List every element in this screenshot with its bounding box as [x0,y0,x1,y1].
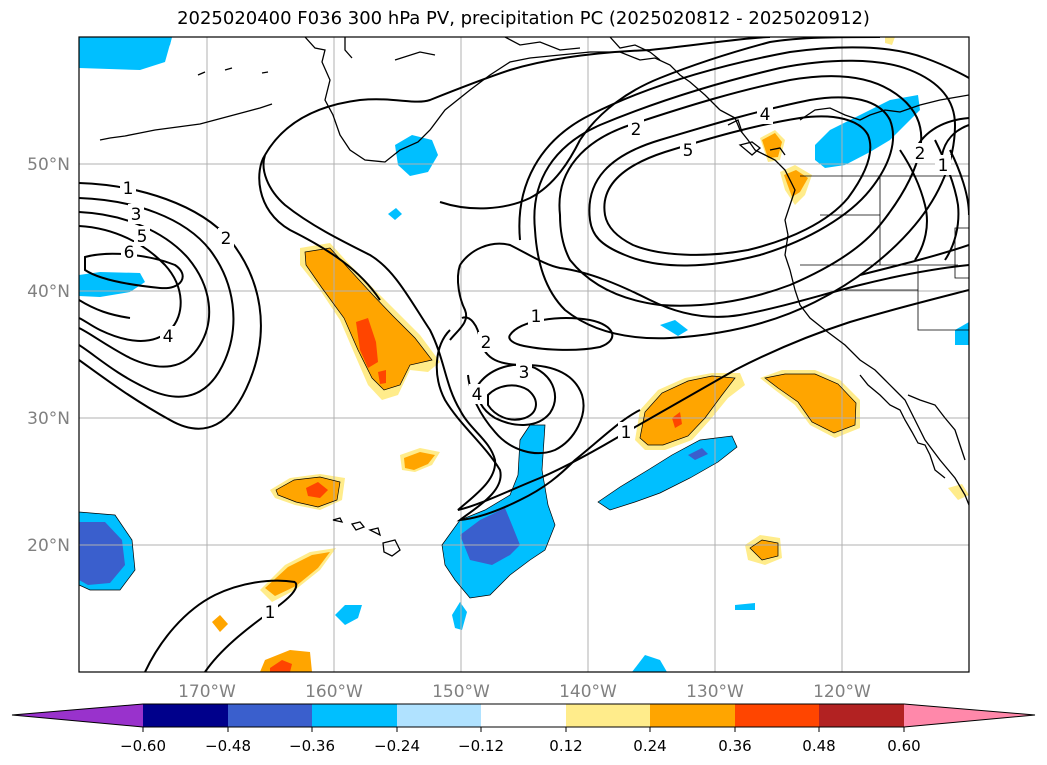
contour-label: 1 [938,156,949,176]
political-borders [800,175,969,331]
lon-label-170w: 170°W [178,682,236,702]
contour-label: 5 [137,227,148,247]
latitude-labels: 20°N 30°N 40°N 50°N [27,155,70,556]
coastlines [99,37,969,557]
colorbar-tick-label: −0.48 [205,737,251,755]
contour-label: 6 [124,243,135,263]
contour-label: 1 [621,423,632,443]
lon-label-140w: 140°W [559,682,617,702]
colorbar-segment [397,704,481,727]
colorbar-segment [819,704,904,727]
contour-label: 1 [531,307,542,327]
colorbar-tick-label: 0.12 [549,737,582,755]
contour-label: 4 [163,327,174,347]
lon-label-120w: 120°W [813,682,871,702]
contour-label: 5 [683,141,694,161]
contour-label: 4 [760,105,771,125]
contour-label-group: 1 3 5 6 2 4 1 2 3 4 2 5 4 2 [120,104,951,623]
contour-label: 4 [472,385,483,405]
colorbar-tick-label: 0.24 [633,737,666,755]
contour-label: 1 [123,179,134,199]
colorbar-segment [228,704,312,727]
colorbar-segment [312,704,397,727]
colorbar-tick-label: 0.48 [802,737,835,755]
colorbar-segment [566,704,650,727]
gridlines [79,37,969,672]
colorbar-tick-label: 0.60 [887,737,920,755]
contour-label: 3 [131,205,142,225]
contour-label: 2 [221,229,232,249]
map-frame [78,36,970,673]
colorbar-tick-label: −0.36 [289,737,335,755]
lat-label-50n: 50°N [27,155,70,175]
lon-label-160w: 160°W [305,682,363,702]
colorbar-tick-label: −0.12 [458,737,504,755]
map-title: 2025020400 F036 300 hPa PV, precipitatio… [177,8,870,29]
colorbar-tick-label: −0.60 [120,737,166,755]
precip-positive-shading [212,37,969,672]
lat-label-30n: 30°N [27,409,70,429]
contour-label: 1 [265,603,276,623]
colorbar-segment [650,704,735,727]
contour-label: 2 [915,144,926,164]
colorbar-extend-low [12,704,143,727]
lon-label-130w: 130°W [686,682,744,702]
lon-label-150w: 150°W [432,682,490,702]
longitude-labels: 170°W 160°W 150°W 140°W 130°W 120°W [178,682,871,702]
colorbar-tick-label: −0.24 [374,737,420,755]
lat-label-20n: 20°N [27,536,70,556]
colorbar-segment [481,704,566,727]
precip-outlines [79,247,857,599]
contour-label: 3 [519,363,530,383]
colorbar-extend-high [904,704,1035,727]
contour-label: 2 [481,333,492,353]
lat-label-40n: 40°N [27,282,70,302]
contour-label: 2 [631,120,642,140]
colorbar-segment [143,704,228,727]
colorbar-tick-label: 0.36 [718,737,751,755]
colorbar-segment [735,704,819,727]
colorbar: −0.60 −0.48 −0.36 −0.24 −0.12 0.12 0.24 … [11,703,1036,755]
